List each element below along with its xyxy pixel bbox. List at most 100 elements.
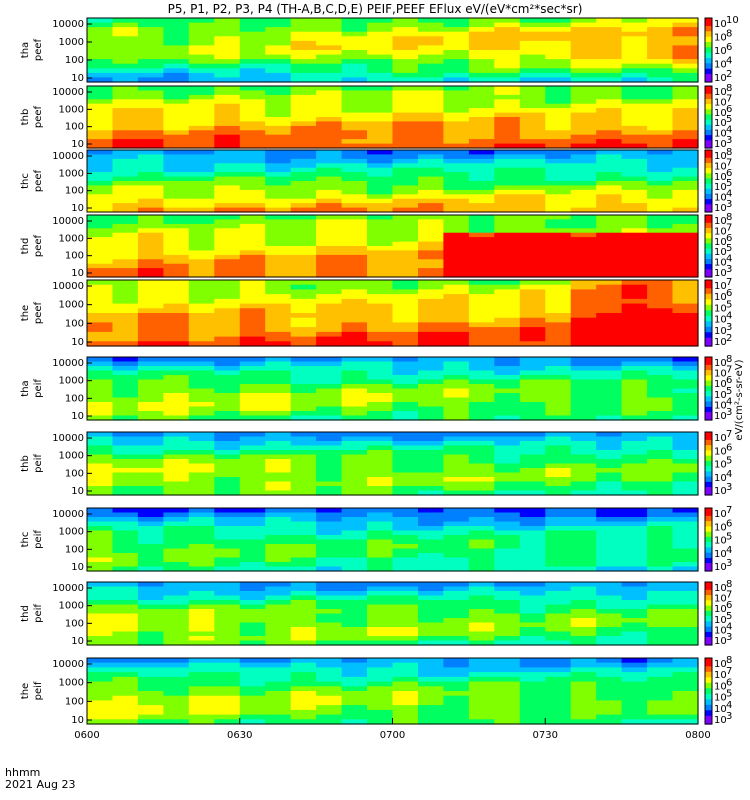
heatmap-cell xyxy=(570,636,597,642)
heatmap-cell xyxy=(341,441,368,447)
heatmap-cell xyxy=(265,411,292,417)
heatmap-cell xyxy=(265,139,292,145)
heatmap-cell xyxy=(672,241,699,247)
heatmap-cell xyxy=(672,134,699,140)
heatmap-cell xyxy=(392,63,419,69)
heatmap-cell xyxy=(545,691,572,697)
heatmap-cell xyxy=(137,672,164,678)
heatmap-cell xyxy=(290,393,317,399)
heatmap-cell xyxy=(87,121,114,127)
heatmap-cell xyxy=(672,139,699,145)
heatmap-cell xyxy=(570,22,597,28)
heatmap-cell xyxy=(545,284,572,290)
heatmap-cell xyxy=(87,268,114,274)
heatmap-cell xyxy=(137,676,164,683)
heatmap-cell xyxy=(341,163,368,169)
heatmap-cell xyxy=(647,539,674,545)
heatmap-cell xyxy=(290,695,317,701)
heatmap-cell xyxy=(647,604,674,610)
heatmap-cell xyxy=(214,327,241,333)
colorbar-segment xyxy=(705,674,712,678)
heatmap-cell xyxy=(494,481,521,487)
heatmap-cell xyxy=(418,289,445,295)
colorbar-segment xyxy=(705,119,712,123)
heatmap-cell xyxy=(87,672,114,678)
heatmap-cell xyxy=(265,700,292,706)
heatmap-cell xyxy=(239,508,266,514)
heatmap-cell xyxy=(112,103,139,109)
heatmap-cell xyxy=(494,517,521,523)
heatmap-cell xyxy=(545,189,572,195)
colorbar-unit-label: eV/(cm²-s-sr-eV) xyxy=(734,359,745,440)
heatmap-cell xyxy=(443,167,470,173)
heatmap-cell xyxy=(596,357,623,363)
heatmap-cell xyxy=(239,198,266,204)
heatmap-cell xyxy=(468,450,495,456)
heatmap-cell xyxy=(443,203,470,209)
heatmap-cell xyxy=(367,441,394,447)
colorbar-segment xyxy=(705,677,712,681)
heatmap-cell xyxy=(214,609,241,615)
heatmap-cell xyxy=(188,50,215,56)
colorbar-tick-exponent: 7 xyxy=(726,590,732,601)
colorbar-tick-base: 10 xyxy=(714,315,727,326)
heatmap-cell xyxy=(545,613,572,619)
heatmap-cell xyxy=(341,384,368,390)
heatmap-cell xyxy=(519,486,546,492)
heatmap-cell xyxy=(239,591,266,597)
heatmap-cell xyxy=(392,40,419,47)
heatmap-cell xyxy=(188,172,215,178)
heatmap-cell xyxy=(545,658,572,664)
heatmap-cell xyxy=(443,94,470,100)
heatmap-cell xyxy=(239,289,266,295)
heatmap-cell xyxy=(545,150,572,155)
heatmap-cell xyxy=(316,384,343,390)
heatmap-cell xyxy=(443,303,470,309)
heatmap-cell xyxy=(672,566,699,572)
heatmap-cell xyxy=(265,163,292,169)
heatmap-cell xyxy=(443,640,470,646)
heatmap-cell xyxy=(672,700,699,706)
heatmap-cell xyxy=(290,714,317,720)
heatmap-cell xyxy=(137,194,164,200)
heatmap-cell xyxy=(316,241,343,247)
colorbar-tick-exponent: 5 xyxy=(726,456,732,467)
heatmap-cell xyxy=(443,618,470,624)
heatmap-cell xyxy=(112,194,139,200)
heatmap-cell xyxy=(519,237,546,243)
heatmap-cell xyxy=(341,263,368,269)
colorbar-segment xyxy=(705,152,712,156)
heatmap-cell xyxy=(341,94,368,100)
heatmap-cell xyxy=(87,327,114,333)
heatmap-cell xyxy=(214,203,241,209)
heatmap-cell xyxy=(188,45,215,51)
heatmap-cell xyxy=(87,361,114,367)
heatmap-cell xyxy=(290,308,317,314)
heatmap-cell xyxy=(570,445,597,451)
colorbar-segment xyxy=(705,302,712,306)
heatmap-cell xyxy=(163,194,190,200)
heatmap-cell xyxy=(545,86,572,91)
heatmap-cell xyxy=(392,139,419,145)
colorbar-tick-base: 10 xyxy=(714,337,727,348)
heatmap-cell xyxy=(214,194,241,200)
heatmap-cell xyxy=(468,298,495,305)
heatmap-cell xyxy=(443,548,470,554)
heatmap-cell xyxy=(316,263,343,269)
heatmap-cell xyxy=(494,207,521,213)
heatmap-cell xyxy=(163,63,190,69)
colorbar-segment xyxy=(705,173,712,177)
heatmap-cell xyxy=(214,539,241,545)
heatmap-cell xyxy=(214,232,241,238)
heatmap-cell xyxy=(112,254,139,260)
heatmap-cell xyxy=(341,636,368,642)
heatmap-cell xyxy=(443,557,470,563)
heatmap-cell xyxy=(443,691,470,697)
heatmap-cell xyxy=(519,477,546,483)
heatmap-cell xyxy=(545,714,572,720)
heatmap-cell xyxy=(494,557,521,563)
heatmap-cell xyxy=(570,134,597,140)
heatmap-cell xyxy=(265,557,292,563)
heatmap-cell xyxy=(163,508,190,514)
heatmap-cell xyxy=(214,397,241,403)
